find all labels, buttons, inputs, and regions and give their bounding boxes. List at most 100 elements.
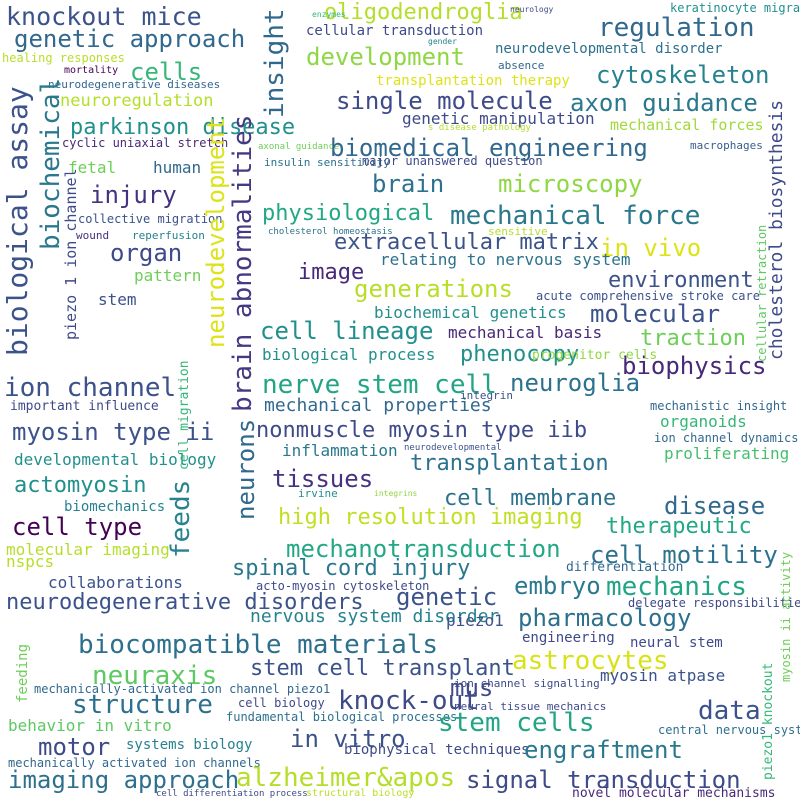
word-biological-assay: biological assay [1, 86, 34, 356]
word-myosin-atpase: myosin atpase [600, 666, 726, 685]
word-mechanical-forces: mechanical forces [610, 116, 764, 134]
word-cells: cells [130, 58, 203, 86]
word-macrophages: macrophages [690, 139, 763, 152]
word-human: human [153, 158, 202, 177]
word-nonmuscle-myosin-type-iib: nonmuscle myosin type iib [256, 418, 588, 443]
word-engraftment: engraftment [524, 736, 683, 764]
word-biological-process: biological process [262, 345, 436, 364]
word-progenitor-cells: progenitor cells [532, 348, 658, 363]
word-feeding: feeding [15, 643, 31, 703]
word-organoids: organoids [660, 412, 747, 431]
word-neurodevelopment: neurodevelopment [202, 116, 230, 348]
word-mechanical-basis: mechanical basis [448, 323, 603, 342]
word-structural-biology: structural biology [306, 788, 415, 799]
word-important-influence: important influence [10, 399, 159, 414]
word-brain: brain [372, 170, 445, 198]
word-extracellular-matrix: extracellular matrix [334, 230, 599, 255]
word-cholesterol-biosynthesis: cholesterol biosynthesis [766, 99, 787, 360]
word-acto-myosin-cytoskeleton: acto-myosin cytoskeleton [256, 579, 430, 593]
word-biophysics: biophysics [622, 352, 767, 380]
word-ion-channel-dynamics: ion channel dynamics [654, 431, 799, 445]
word-brain-abnormalities: brain abnormalities [228, 114, 258, 412]
word-engineering: engineering [522, 630, 615, 646]
word-neuroglia: neuroglia [510, 369, 641, 397]
word-organ: organ [110, 239, 183, 267]
word-keratinocyte-migration: keratinocyte migration [670, 1, 800, 15]
word-stem: stem [98, 290, 137, 309]
word-fundamental-biological-processes: fundamental biological processes [226, 710, 458, 724]
word-behavior-in-vitro: behavior in vitro [8, 716, 172, 735]
word-neural-tissue-mechanics: neural tissue mechanics [454, 700, 607, 713]
word-high-resolution-imaging: high resolution imaging [278, 505, 583, 530]
word-neural-stem: neural stem [630, 635, 723, 651]
word-cell-migration: cell migration [177, 360, 192, 470]
word-central-nervous-system: central nervous system [658, 723, 800, 737]
word-nervous-system-disorder: nervous system disorder [250, 606, 500, 627]
word-integrins: integrins [374, 489, 418, 498]
word-molecular: molecular [590, 300, 721, 328]
word-developmental-biology: developmental biology [14, 450, 217, 469]
word-neurodegenerative-diseases: neurodegenerative diseases [48, 78, 221, 91]
word-integrin: integrin [460, 389, 513, 402]
word-signal-transduction: signal transduction [466, 766, 741, 794]
word-reperfusion: reperfusion [132, 229, 205, 242]
word-wound: wound [76, 229, 110, 242]
word-environment: environment [608, 268, 754, 293]
word-phenocopy: phenocopy [460, 342, 580, 367]
word-biomechanics: biomechanics [64, 499, 166, 515]
word-generations: generations [354, 275, 513, 303]
word-mechanically-activated-ion-channel-piezo1: mechanically-activated ion channel piezo… [34, 682, 331, 696]
word-nspcs: nspcs [6, 552, 55, 571]
word-astrocytes: astrocytes [512, 646, 669, 676]
word-biochemical-genetics: biochemical genetics [374, 303, 567, 322]
word-single-molecule: single molecule [336, 87, 553, 115]
word-delegate-responsibilities: delegate responsibilities [628, 596, 800, 610]
word-acute-comprehensive-stroke-care: acute comprehensive stroke care [536, 289, 760, 303]
word-insulin-sensitivity: insulin sensitivity [264, 156, 390, 169]
word-genetic-approach: genetic approach [14, 25, 246, 53]
word-stem-cell-transplant: stem cell transplant [250, 656, 515, 681]
word-piezo1: piezo1 [446, 611, 504, 630]
word-mus: mus [450, 674, 494, 702]
word-in-vivo: in vivo [600, 234, 702, 262]
word-genetic-manipulation: genetic manipulation [402, 109, 595, 128]
word-cellular-retraction: cellular retraction [755, 224, 769, 362]
word-pattern: pattern [134, 266, 202, 285]
word-mortality: mortality [64, 65, 119, 76]
word-neurodevelopmental: neurodevelopmental [404, 443, 502, 453]
word-mechanically-activated-ion-channels: mechanically activated ion channels [8, 756, 261, 770]
word-molecular-imaging: molecular imaging [6, 540, 170, 559]
word-collaborations: collaborations [48, 573, 183, 592]
word-cell-differentiation-process: cell differentiation process [156, 789, 308, 799]
word-data: data [698, 696, 761, 726]
word-oligodendroglia: oligodendroglia [324, 0, 523, 25]
word-myosin-type-ii: myosin type ii [12, 418, 215, 446]
word-cell-type: cell type [12, 513, 143, 541]
word-biochemical: biochemical [36, 77, 66, 250]
word-enzymes: enzymes [312, 10, 346, 19]
word-mechanotransduction: mechanotransduction [286, 535, 561, 563]
word-axon-guidance: axon guidance [570, 89, 758, 117]
word-cell-lineage: cell lineage [260, 317, 434, 345]
word-systems-biology: systems biology [126, 737, 253, 753]
word-fetal: fetal [68, 158, 117, 177]
word-parkinson-disease: parkinson disease [70, 115, 296, 140]
word-embryo: embryo [514, 572, 601, 600]
word-disease: disease [664, 492, 766, 520]
word-myosin-ii-activity: myosin ii activity [779, 551, 793, 682]
word-development: development [306, 43, 465, 71]
word-mechanical-properties: mechanical properties [264, 395, 492, 416]
word-absence: absence [498, 59, 545, 72]
word-transplantation-therapy: transplantation therapy [376, 73, 570, 89]
word-structure: structure [72, 690, 213, 720]
word-neurology: neurology [510, 5, 554, 14]
word-spinal-cord-injury: spinal cord injury [232, 556, 471, 581]
word-proliferating: proliferating [664, 444, 790, 463]
word-piezo-1-ion-channel: piezo 1 ion channel [62, 168, 80, 340]
word-transplantation: transplantation [410, 451, 609, 476]
word-actomyosin: actomyosin [14, 473, 147, 498]
word-relating-to-nervous-system: relating to nervous system [380, 250, 631, 269]
word-cellular-transduction: cellular transduction [306, 23, 484, 39]
word-mechanical-force: mechanical force [450, 201, 701, 231]
